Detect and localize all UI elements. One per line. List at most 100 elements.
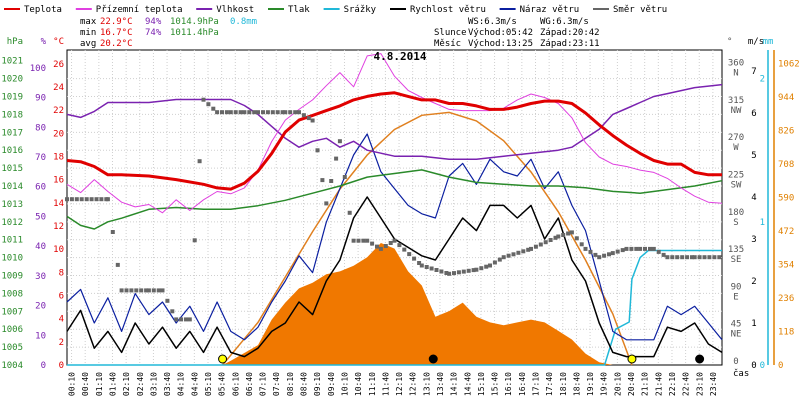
x-tick-label: 14:40 xyxy=(463,372,472,396)
wind-direction-point xyxy=(110,230,115,234)
wind-direction-point xyxy=(419,263,424,268)
wind-direction-point xyxy=(548,238,553,242)
x-tick-label: 22:10 xyxy=(668,372,677,396)
wind-direction-point xyxy=(474,267,479,272)
hpa-axis-tick: 1008 xyxy=(1,289,23,299)
temperature-axis-tick: 0 xyxy=(59,361,64,371)
direction-axis-label: NW xyxy=(731,106,742,116)
direction-axis-tick: 270 xyxy=(728,133,744,143)
wind-direction-point xyxy=(429,266,434,271)
x-tick-label: 04:40 xyxy=(190,372,199,396)
precipitation-axis-unit: mm xyxy=(763,37,774,47)
wind-direction-point xyxy=(275,110,280,115)
wind-direction-point xyxy=(479,266,484,271)
stat-min-temp: 16.7°C xyxy=(100,28,133,38)
wind-direction-point xyxy=(370,241,375,246)
moonrise-marker xyxy=(428,354,438,364)
direction-axis-label: E xyxy=(733,292,738,302)
hpa-axis-tick: 1004 xyxy=(1,361,23,371)
stat-max-temp: 22.9°C xyxy=(100,17,133,27)
x-tick-label: 06:40 xyxy=(245,372,254,396)
wind-direction-point xyxy=(556,234,561,239)
wind-direction-point xyxy=(593,252,598,257)
wind-direction-point xyxy=(342,175,347,179)
wind-speed-axis-tick: 0 xyxy=(751,361,756,371)
wind-direction-point xyxy=(583,246,588,251)
wind-direction-point xyxy=(717,255,722,260)
legend-label: Náraz větru xyxy=(520,5,580,15)
wind-direction-point xyxy=(602,253,607,258)
wind-direction-point xyxy=(533,244,538,249)
wind-direction-point xyxy=(634,246,639,251)
wind-direction-point xyxy=(629,246,634,251)
stat-label: max xyxy=(80,17,97,27)
solar-axis-tick: 590 xyxy=(778,194,794,204)
wind-direction-point xyxy=(310,118,315,123)
x-tick-label: 08:40 xyxy=(300,372,309,396)
solar-axis-tick: 1062 xyxy=(778,60,800,70)
stat-avg-temp: 20.2°C xyxy=(100,39,133,49)
x-tick-label: 23:40 xyxy=(709,372,718,396)
wind-direction-point xyxy=(365,238,370,243)
wind-direction-point xyxy=(124,288,129,293)
hpa-axis-tick: 1006 xyxy=(1,325,23,335)
wind-direction-point xyxy=(670,255,675,260)
wind-direction-point xyxy=(620,248,625,253)
x-tick-label: 12:10 xyxy=(395,372,404,396)
hpa-axis-tick: 1018 xyxy=(1,110,23,120)
wind-direction-point xyxy=(375,244,379,249)
wind-direction-point xyxy=(561,233,566,237)
x-tick-label: 01:40 xyxy=(108,372,117,396)
wind-direction-point xyxy=(252,110,257,115)
wind-direction-point xyxy=(439,269,444,274)
x-tick-label: 11:10 xyxy=(368,372,377,396)
wind-direction-point xyxy=(638,246,643,251)
hpa-axis-tick: 1014 xyxy=(1,182,23,192)
x-tick-label: 01:10 xyxy=(95,372,104,396)
x-tick-label: 15:40 xyxy=(491,372,500,396)
wind-direction-point xyxy=(247,110,252,115)
temperature-axis-tick: 4 xyxy=(59,315,64,325)
temperature-axis-unit: °C xyxy=(53,37,64,47)
wind-direction-point xyxy=(283,110,288,115)
solar-axis-tick: 708 xyxy=(778,160,794,170)
wind-speed-axis-unit: m/s xyxy=(748,37,764,47)
wind-direction-point xyxy=(529,246,533,251)
wind-direction-point xyxy=(456,270,461,275)
wind-direction-point xyxy=(397,243,402,248)
wind-direction-point xyxy=(160,288,165,293)
hpa-axis-tick: 1016 xyxy=(1,146,23,156)
wind-direction-point xyxy=(134,288,139,293)
x-tick-label: 09:10 xyxy=(313,372,322,396)
wind-direction-point xyxy=(424,265,429,269)
x-tick-label: 23:10 xyxy=(695,372,704,396)
wind-direction-point xyxy=(74,197,79,202)
humidity-axis-tick: 50 xyxy=(35,212,46,222)
x-tick-label: 21:10 xyxy=(641,372,650,396)
solar-axis-tick: 0 xyxy=(778,361,783,371)
wind-ws: WS:6.3m/s xyxy=(468,17,517,27)
wind-direction-point xyxy=(115,262,120,267)
x-tick-label: 16:10 xyxy=(504,372,513,396)
wind-speed-axis-tick: 3 xyxy=(751,235,756,245)
direction-axis-label: SE xyxy=(731,255,742,265)
wind-direction-point xyxy=(392,238,397,243)
x-tick-label: 19:40 xyxy=(600,372,609,396)
wind-direction-point xyxy=(615,249,620,254)
temperature-axis-tick: 6 xyxy=(59,292,64,302)
wind-direction-point xyxy=(656,249,661,254)
temperature-axis-tick: 16 xyxy=(53,176,64,186)
legend-label: Srážky xyxy=(344,5,377,15)
temperature-axis-tick: 22 xyxy=(53,106,64,116)
wind-direction-point xyxy=(516,250,521,255)
wind-direction-point xyxy=(265,110,270,115)
wind-direction-point xyxy=(329,179,334,183)
precipitation-axis-tick: 2 xyxy=(760,75,765,85)
temperature-axis-tick: 24 xyxy=(53,83,64,93)
chart-title: 4.8.2014 xyxy=(374,50,427,63)
wind-direction-point xyxy=(270,110,275,115)
wind-direction-point xyxy=(685,255,690,260)
wind-direction-point xyxy=(315,148,320,153)
wind-direction-point xyxy=(526,247,531,252)
